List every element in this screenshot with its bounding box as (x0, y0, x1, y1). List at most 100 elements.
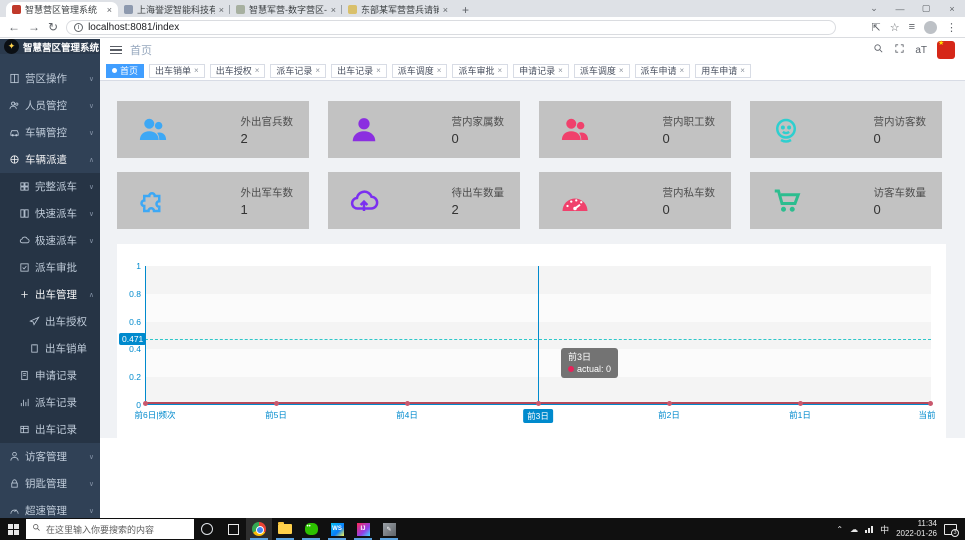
data-point[interactable] (667, 400, 672, 406)
fullscreen-icon[interactable] (894, 43, 905, 57)
reading-list-icon[interactable]: ≡ (908, 21, 915, 33)
search-icon[interactable] (873, 43, 884, 57)
intellij-icon: IJ (356, 522, 370, 536)
stat-cards-row-2: 外出军车数 1 待出车数量 2 营内私车数 0 访客车数量 0 (117, 172, 942, 229)
site-info-icon[interactable]: i (74, 22, 84, 32)
minimize-button[interactable]: — (895, 3, 905, 14)
card-military-vehicles-out[interactable]: 外出军车数 1 (117, 172, 309, 229)
network-icon[interactable] (865, 525, 874, 533)
tab-close-icon[interactable]: × (442, 4, 448, 15)
sidebar-item-trip-management[interactable]: 出车管理 ∧ (0, 281, 100, 308)
ime-indicator[interactable]: 中 (880, 524, 890, 535)
user-avatar[interactable] (937, 39, 955, 59)
sidebar-item-dispatch-approval[interactable]: 派车审批 (0, 254, 100, 281)
onedrive-cloud-icon[interactable]: ☁ (850, 524, 859, 534)
card-staff-in-camp[interactable]: 营内职工数 0 (539, 101, 731, 158)
sidebar-item-trip-authorization[interactable]: 出车授权 (0, 308, 100, 335)
tab-search-chevron-icon[interactable]: ⌄ (870, 3, 878, 13)
tag-close-icon[interactable]: × (315, 66, 321, 75)
tag-close-icon[interactable]: × (194, 66, 199, 75)
start-button[interactable] (0, 518, 26, 540)
sidebar-item-vehicle-control[interactable]: 车辆管控 ∨ (0, 119, 100, 146)
sidebar-item-dispatch-records[interactable]: 派车记录 (0, 389, 100, 416)
address-bar[interactable]: i localhost:8081/index (66, 19, 837, 35)
text-size-icon[interactable]: aT (915, 44, 927, 56)
sidebar-item-quick-dispatch[interactable]: 快速派车 ∨ (0, 200, 100, 227)
share-icon[interactable]: ⇱ (871, 21, 881, 34)
browser-tab[interactable]: 智慧军营-数字营区-智慧停车-新 × (229, 2, 342, 17)
reload-icon[interactable]: ↻ (48, 20, 59, 34)
card-visitors-in-camp[interactable]: 营内访客数 0 (750, 101, 942, 158)
taskbar-app-6[interactable]: ✎ (376, 518, 402, 540)
tab-close-icon[interactable]: × (330, 4, 336, 15)
sidebar-item-visitor-management[interactable]: 访客管理 ∨ (0, 443, 100, 470)
task-view-button[interactable] (220, 518, 246, 540)
sidebar-item-personnel[interactable]: 人员管控 ∨ (0, 92, 100, 119)
data-point[interactable] (536, 400, 541, 406)
chart-panel: 1 0.8 0.6 0.4 0.2 0 0.471 (117, 244, 946, 438)
data-point[interactable] (798, 400, 803, 406)
card-family-in-camp[interactable]: 营内家属数 0 (328, 101, 520, 158)
tag-close-icon[interactable]: × (254, 66, 260, 75)
card-visitor-vehicles[interactable]: 访客车数量 0 (750, 172, 942, 229)
tab-close-icon[interactable]: × (218, 4, 224, 15)
taskbar-app-webstorm[interactable]: WS (324, 518, 350, 540)
tab-close-icon[interactable]: × (106, 4, 112, 15)
tag-dispatch-scheduling-2[interactable]: 派车调度 × (573, 63, 630, 78)
card-private-vehicles-in-camp[interactable]: 营内私车数 0 (539, 172, 731, 229)
data-point[interactable] (405, 400, 410, 406)
cortana-button[interactable] (194, 518, 220, 540)
taskbar-app-wechat[interactable] (298, 518, 324, 540)
tag-trip-cancel[interactable]: 出车销单 × (149, 63, 205, 78)
sidebar-item-overspeed-management[interactable]: 超速管理 ∨ (0, 497, 100, 524)
new-tab-button[interactable]: + (462, 3, 470, 17)
tray-chevron-up-icon[interactable]: ⌃ (836, 524, 844, 534)
tag-close-icon[interactable]: × (740, 66, 745, 75)
tag-dispatch-records[interactable]: 派车记录 × (270, 63, 327, 78)
tag-vehicle-application[interactable]: 用车申请 × (695, 63, 751, 78)
tag-application-records[interactable]: 申请记录 × (513, 63, 569, 78)
browser-tab[interactable]: 东部某军营营兵请销假访客门禁 × (341, 2, 454, 17)
sidebar-item-express-dispatch[interactable]: 极速派车 ∨ (0, 227, 100, 254)
tag-trip-records[interactable]: 出车记录 × (331, 63, 387, 78)
browser-tab-active[interactable]: 智慧营区管理系统 × (6, 2, 118, 17)
sidebar-item-application-records[interactable]: 申请记录 (0, 362, 100, 389)
browser-menu-icon[interactable]: ⋮ (946, 21, 957, 34)
taskbar-search-input[interactable]: 在这里输入你要搜索的内容 (26, 519, 194, 539)
tag-dispatch-approval[interactable]: 派车审批 × (452, 63, 509, 78)
sidebar-item-trip-records[interactable]: 出车记录 (0, 416, 100, 443)
tag-close-icon[interactable]: × (497, 66, 503, 75)
tag-close-icon[interactable]: × (679, 66, 685, 75)
action-center-icon[interactable]: 3 (944, 523, 959, 537)
tag-close-icon[interactable]: × (376, 66, 381, 75)
maximize-button[interactable]: ▢ (921, 3, 931, 13)
tag-close-icon[interactable]: × (436, 66, 442, 75)
sidebar-item-vehicle-dispatch[interactable]: 车辆派遣 ∧ (0, 146, 100, 173)
sidebar-item-full-dispatch[interactable]: 完整派车 ∨ (0, 173, 100, 200)
tag-home[interactable]: 首页 (106, 63, 145, 78)
card-pending-trips[interactable]: 待出车数量 2 (328, 172, 520, 229)
card-soldiers-out[interactable]: 外出官兵数 2 (117, 101, 309, 158)
browser-profile-avatar[interactable] (924, 20, 937, 34)
taskbar-app-chrome[interactable] (246, 518, 272, 540)
close-button[interactable]: × (949, 3, 955, 14)
sidebar-item-camp-ops[interactable]: 营区操作 ∨ (0, 65, 100, 92)
data-point[interactable] (143, 400, 148, 406)
forward-icon[interactable]: → (28, 20, 40, 34)
hamburger-icon[interactable] (110, 45, 122, 55)
taskbar-app-idea[interactable]: IJ (350, 518, 376, 540)
tag-trip-authorization[interactable]: 出车授权 × (209, 63, 266, 78)
tag-close-icon[interactable]: × (618, 66, 624, 75)
sidebar-item-key-management[interactable]: 钥匙管理 ∨ (0, 470, 100, 497)
taskbar-app-explorer[interactable] (272, 518, 298, 540)
data-point[interactable] (928, 400, 933, 406)
taskbar-clock[interactable]: 11:34 2022-01-26 (896, 519, 937, 539)
data-point[interactable] (274, 400, 279, 406)
sidebar-item-trip-cancel[interactable]: 出车销单 (0, 335, 100, 362)
bookmark-star-icon[interactable]: ☆ (889, 21, 900, 34)
browser-tab[interactable]: 上海誉逻智能科技有限公司 - 智 × (118, 2, 230, 17)
tag-close-icon[interactable]: × (558, 66, 563, 75)
tag-dispatch-scheduling[interactable]: 派车调度 × (391, 63, 448, 78)
tag-dispatch-application[interactable]: 派车申请 × (634, 63, 691, 78)
back-icon[interactable]: ← (8, 20, 20, 34)
